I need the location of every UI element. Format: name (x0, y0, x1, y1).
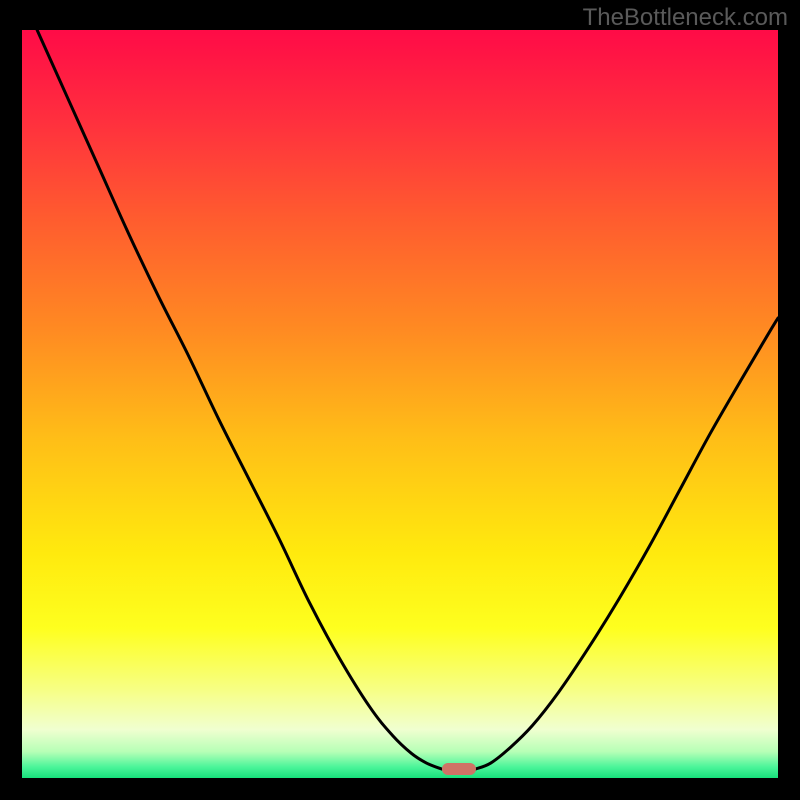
watermark-text: TheBottleneck.com (583, 4, 788, 32)
chart-container: TheBottleneck.com (0, 0, 800, 800)
gradient-background (22, 30, 778, 778)
plot-area (22, 30, 778, 778)
chart-svg (22, 30, 778, 778)
bottleneck-marker (442, 763, 476, 775)
